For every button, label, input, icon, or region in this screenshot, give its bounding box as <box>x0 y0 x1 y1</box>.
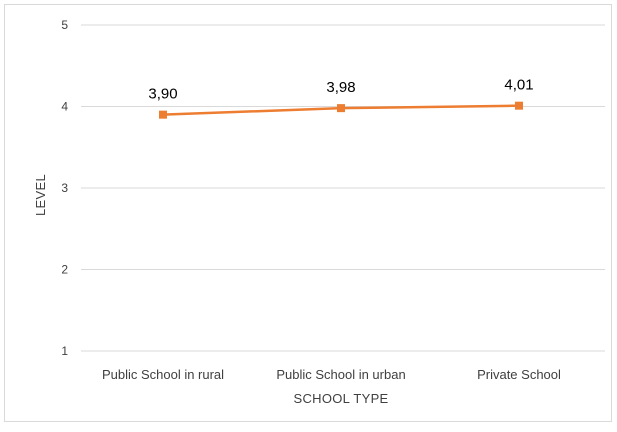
data-label: 3,98 <box>326 79 355 96</box>
y-tick-label: 1 <box>61 344 68 358</box>
y-tick-label: 4 <box>61 100 68 114</box>
y-axis-title: LEVEL <box>33 174 48 216</box>
gridlines <box>81 24 605 352</box>
y-tick-label: 5 <box>61 18 68 32</box>
data-label: 4,01 <box>504 77 533 94</box>
y-tick-label: 3 <box>61 181 68 195</box>
x-category-label: Public School in rural <box>102 367 224 382</box>
data-point-marker <box>515 101 523 110</box>
x-category-labels: Public School in rural Public School in u… <box>102 367 561 382</box>
data-labels: 3,90 3,98 4,01 <box>148 77 533 103</box>
series-layer <box>159 101 523 119</box>
data-point-marker <box>337 104 345 113</box>
data-label: 3,90 <box>148 86 177 103</box>
y-tick-labels: 1 2 3 4 5 <box>61 18 68 358</box>
x-axis-title: SCHOOL TYPE <box>293 391 388 406</box>
y-tick-label: 2 <box>61 263 68 277</box>
x-category-label: Private School <box>477 367 561 382</box>
x-category-label: Public School in urban <box>276 367 405 382</box>
data-point-marker <box>159 110 167 119</box>
